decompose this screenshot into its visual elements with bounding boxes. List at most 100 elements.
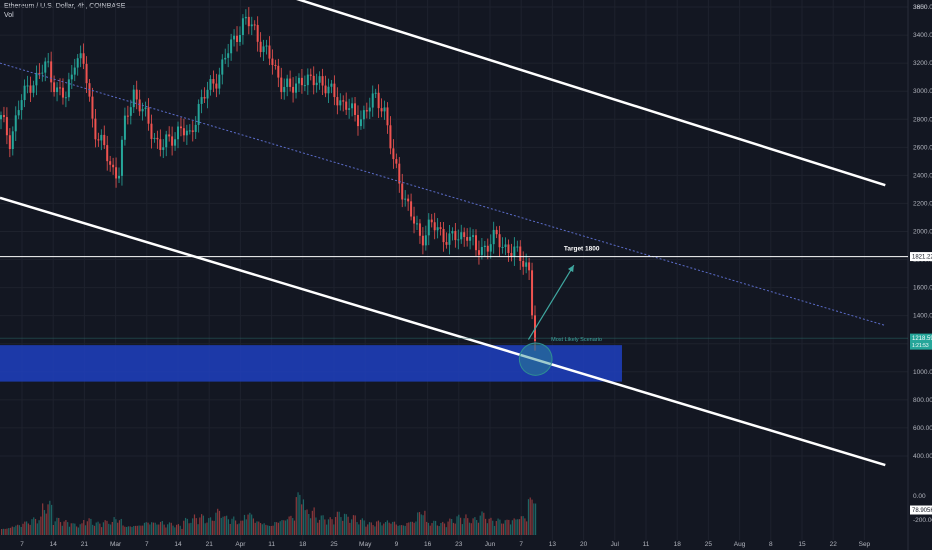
y-tick-label: 1600.00 <box>913 285 932 292</box>
candle-body <box>525 262 528 267</box>
candle-body <box>59 87 62 89</box>
volume-bar <box>249 512 251 535</box>
volume-bar <box>54 521 56 535</box>
volume-bar <box>352 515 355 535</box>
volume-bar <box>209 517 212 535</box>
volume-bar <box>26 521 28 535</box>
candle-body <box>247 16 250 27</box>
volume-bar <box>65 520 67 535</box>
x-tick-label: Jul <box>611 541 620 548</box>
y-tick-label: 2200.00 <box>913 200 932 207</box>
volume-tick-label: 0.00 <box>913 493 926 500</box>
volume-bar <box>117 522 119 535</box>
candle-body <box>483 245 486 248</box>
volume-bar <box>322 515 324 535</box>
volume-bar <box>424 510 426 535</box>
candle-body <box>418 223 421 236</box>
candle-body <box>442 228 445 243</box>
candle-body <box>168 134 171 137</box>
y-tick-label: 2800.00 <box>913 116 932 123</box>
candle-body <box>0 115 2 120</box>
candle-body <box>436 227 439 231</box>
candle-body <box>132 89 135 108</box>
candle-body <box>61 87 64 98</box>
volume-bar <box>122 525 124 535</box>
volume-bar <box>256 521 258 535</box>
candle-body <box>451 231 454 234</box>
volume-bar <box>274 522 276 535</box>
candle-body <box>295 83 298 93</box>
volume-bar <box>311 510 313 535</box>
candle-body <box>67 79 70 98</box>
volume-bar <box>120 518 122 535</box>
volume-bar <box>336 511 338 535</box>
candle-body <box>424 235 427 246</box>
y-tick-label: 600.00 <box>913 425 932 432</box>
candle-body <box>413 216 416 224</box>
volume-bar <box>502 523 505 535</box>
candle-body <box>277 65 280 78</box>
candle-body <box>430 219 433 223</box>
volume-bar <box>154 522 156 535</box>
volume-bar <box>86 521 88 535</box>
volume-bar <box>365 526 367 535</box>
candle-body <box>41 72 44 74</box>
volume-bar <box>236 524 238 535</box>
volume-bar <box>411 521 413 535</box>
volume-bar <box>145 522 147 535</box>
candle-body <box>200 97 203 104</box>
candle-body <box>365 110 368 112</box>
volume-bar <box>163 524 165 535</box>
volume-bar <box>518 519 521 535</box>
volume-bar <box>284 520 287 535</box>
volume-bar <box>402 525 405 535</box>
volume-bar <box>177 524 180 535</box>
volume-bar <box>231 518 233 535</box>
volume-bar <box>29 524 31 535</box>
volume-bar <box>417 512 419 535</box>
candle-body <box>330 83 333 87</box>
volume-bar <box>72 523 74 535</box>
volume-bar <box>288 516 290 535</box>
volume-bar <box>418 512 421 535</box>
candle-body <box>463 232 466 238</box>
x-tick-label: 21 <box>206 541 214 548</box>
volume-bar <box>183 520 185 535</box>
target-price-badge-bg <box>910 252 932 262</box>
y-tick-label-top: 3850 <box>913 4 928 11</box>
candle-body <box>383 107 386 112</box>
volume-bar <box>211 520 213 535</box>
candle-body <box>339 100 342 106</box>
candle-body <box>410 201 413 217</box>
candle-body <box>415 223 418 225</box>
volume-bar <box>113 517 115 535</box>
volume-bar <box>356 522 358 535</box>
candle-body <box>268 45 271 59</box>
volume-bar <box>386 520 388 535</box>
candle-body <box>454 231 457 241</box>
volume-bar <box>79 524 81 535</box>
candle-body <box>519 246 522 261</box>
volume-bar <box>124 526 126 535</box>
candle-body <box>100 134 103 141</box>
candle-body <box>513 246 516 257</box>
candle-body <box>129 107 132 116</box>
candle-body <box>297 77 300 84</box>
volume-bar <box>308 513 310 535</box>
volume-bar <box>151 522 153 535</box>
candle-body <box>274 64 277 66</box>
y-tick-label: 2400.00 <box>913 172 932 179</box>
candle-body <box>70 74 73 80</box>
candle-body <box>498 234 501 248</box>
candle-body <box>79 53 82 59</box>
y-tick-label: 3000.00 <box>913 88 932 95</box>
candle-body <box>477 250 480 255</box>
volume-bar <box>517 519 519 535</box>
volume-bar <box>43 510 46 535</box>
candle-body <box>516 246 519 248</box>
candle-body <box>345 101 348 110</box>
volume-bar <box>467 518 469 535</box>
candle-body <box>244 16 247 19</box>
volume-bar <box>376 521 378 535</box>
